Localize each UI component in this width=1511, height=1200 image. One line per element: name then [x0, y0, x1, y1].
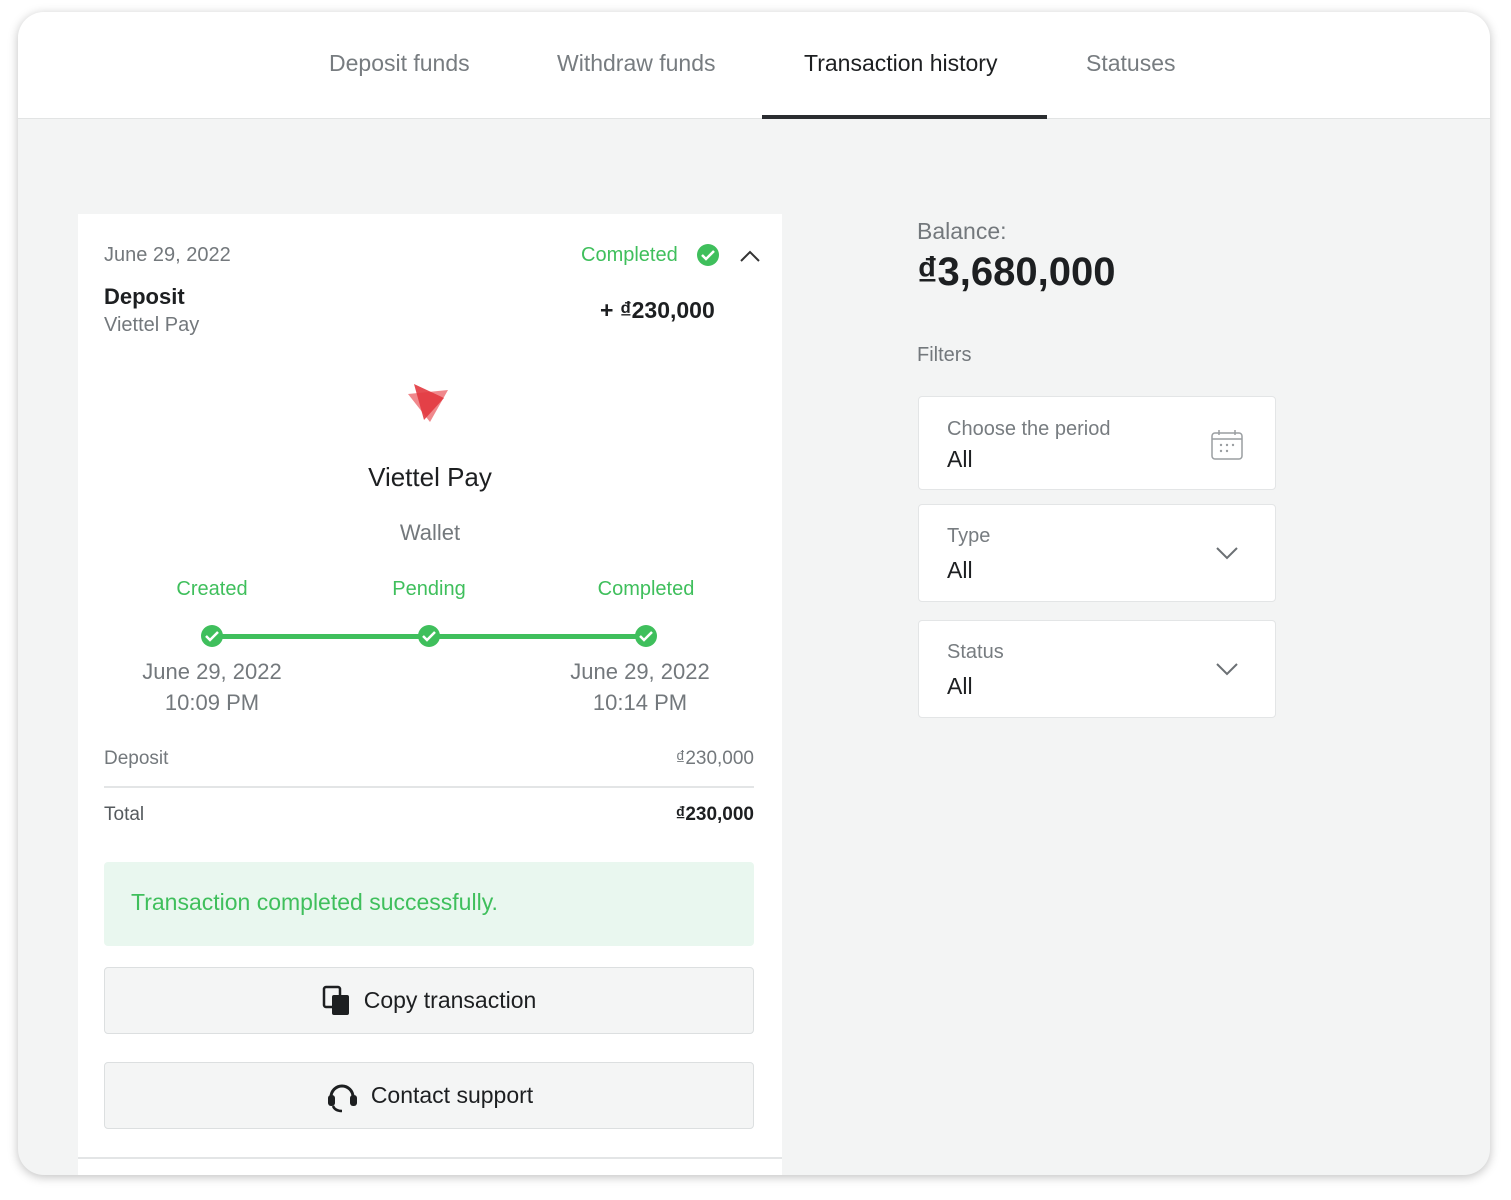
status-filter-value: All	[947, 673, 973, 699]
step-label-pending: Pending	[392, 578, 466, 600]
calendar-icon	[1211, 430, 1243, 460]
success-message: Transaction completed successfully.	[131, 889, 498, 915]
step-created-date: June 29, 2022	[142, 659, 282, 684]
step-created-time: 10:09 PM	[164, 690, 260, 715]
status-filter-label: Status	[947, 641, 1004, 663]
tab-withdraw-funds[interactable]: Withdraw funds	[557, 50, 716, 76]
type-filter-label: Type	[947, 525, 991, 547]
chevron-down-icon	[1216, 547, 1238, 560]
success-message-box: Transaction completed successfully.	[104, 862, 754, 946]
transaction-method: Viettel Pay	[104, 314, 200, 336]
transaction-date: June 29, 2022	[104, 244, 231, 266]
balance-value: ₫3,680,000	[917, 250, 1116, 294]
status-badge: Completed	[581, 244, 678, 266]
method-name: Viettel Pay	[368, 462, 492, 492]
type-filter[interactable]: Type All	[918, 504, 1276, 602]
filters-title: Filters	[917, 344, 972, 366]
divider	[104, 786, 754, 788]
tab-deposit-funds[interactable]: Deposit funds	[329, 50, 470, 76]
contact-support-button[interactable]: Contact support	[104, 1062, 754, 1129]
viettel-pay-logo	[404, 376, 454, 426]
contact-support-label: Contact support	[370, 1082, 534, 1108]
step-completed-date: June 29, 2022	[570, 659, 710, 684]
active-tab-indicator	[762, 115, 1047, 119]
total-value: ₫230,000	[675, 804, 754, 825]
transaction-type: Deposit	[104, 284, 185, 309]
transaction-card: June 29, 2022 Completed Deposit Viettel …	[78, 214, 782, 1175]
tab-statuses[interactable]: Statuses	[1086, 50, 1176, 76]
chevron-up-icon[interactable]	[740, 250, 760, 262]
step-label-created: Created	[176, 578, 248, 600]
copy-icon	[322, 985, 349, 1015]
step-check-icon	[418, 625, 440, 647]
check-circle-icon	[697, 244, 719, 266]
step-completed-time: 10:14 PM	[592, 690, 688, 715]
balance-label: Balance:	[917, 218, 1007, 244]
status-filter[interactable]: Status All	[918, 620, 1276, 718]
period-filter[interactable]: Choose the period All	[918, 396, 1276, 490]
deposit-label: Deposit	[104, 748, 169, 769]
deposit-value: ₫230,000	[675, 748, 754, 769]
type-filter-value: All	[947, 557, 973, 583]
copy-transaction-label: Copy transaction	[363, 987, 537, 1013]
headset-icon	[327, 1084, 357, 1112]
total-label: Total	[104, 804, 145, 825]
tab-transaction-history[interactable]: Transaction history	[804, 50, 998, 76]
copy-transaction-button[interactable]: Copy transaction	[104, 967, 754, 1034]
period-filter-label: Choose the period	[947, 418, 1111, 440]
chevron-down-icon	[1216, 663, 1238, 676]
transaction-amount: + ₫230,000	[600, 297, 715, 323]
tab-bar: Deposit funds Withdraw funds Transaction…	[18, 12, 1490, 119]
divider	[78, 1157, 782, 1159]
step-check-icon	[635, 625, 657, 647]
step-check-icon	[201, 625, 223, 647]
step-label-completed: Completed	[597, 578, 695, 600]
period-filter-value: All	[947, 446, 973, 472]
app-window: Deposit funds Withdraw funds Transaction…	[18, 12, 1490, 1175]
method-kind: Wallet	[399, 520, 461, 545]
